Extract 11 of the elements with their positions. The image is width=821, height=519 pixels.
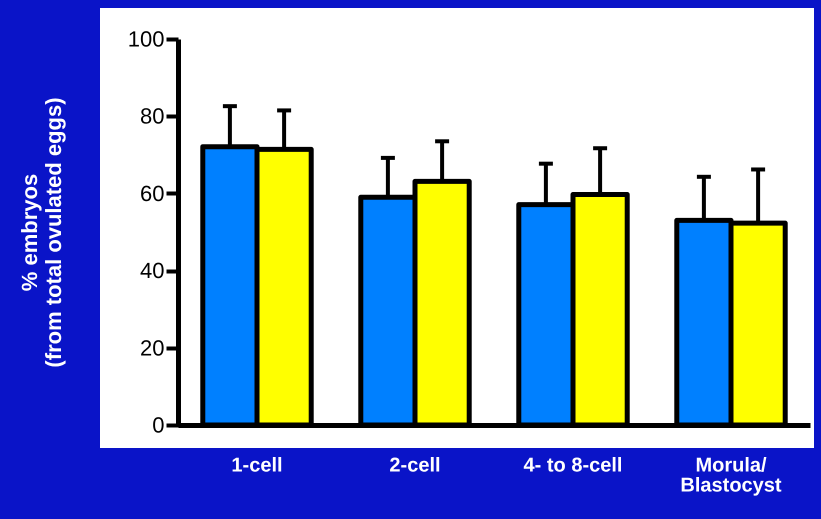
y-tick-label: 40 [140, 258, 164, 284]
y-axis-title: % embryos (from total ovulated eggs) [16, 97, 66, 368]
y-tick-label: 80 [140, 104, 164, 129]
x-tick-label: 1-cell [231, 454, 283, 476]
x-tick-label: 4- to 8-cell [524, 454, 622, 476]
y-tick-label: 20 [140, 335, 164, 360]
y-tick-label: 60 [140, 180, 164, 206]
y-tick-label: 100 [128, 26, 164, 52]
y-tick-label: 0 [152, 412, 164, 438]
x-tick-label: 2-cell [389, 454, 441, 476]
x-tick-label: Morula/ Blastocyst [680, 454, 782, 496]
